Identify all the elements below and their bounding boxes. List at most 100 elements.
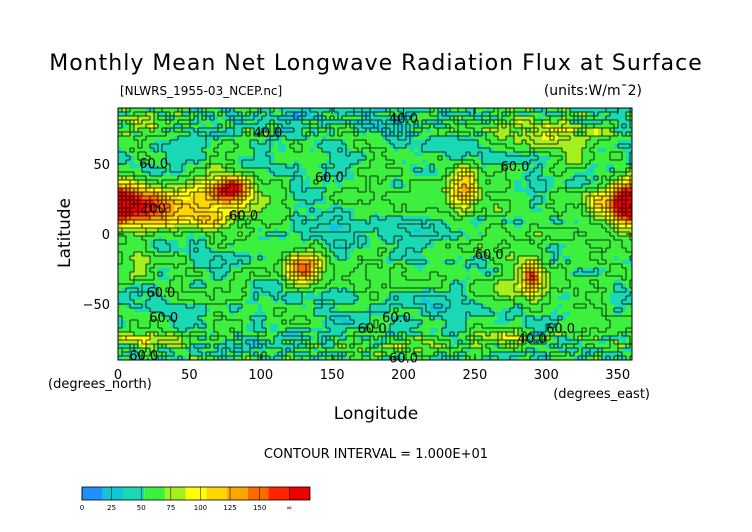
heatmap-cell xyxy=(470,220,474,224)
heatmap-cell xyxy=(374,256,378,260)
heatmap-cell xyxy=(542,212,546,216)
heatmap-cell xyxy=(518,116,522,120)
heatmap-cell xyxy=(258,192,262,196)
heatmap-cell xyxy=(174,204,178,208)
heatmap-cell xyxy=(498,108,502,112)
heatmap-cell xyxy=(162,188,166,192)
heatmap-cell xyxy=(322,188,326,192)
heatmap-cell xyxy=(590,180,594,184)
heatmap-cell xyxy=(610,124,614,128)
heatmap-cell xyxy=(522,156,526,160)
heatmap-cell xyxy=(270,148,274,152)
heatmap-cell xyxy=(178,168,182,172)
heatmap-cell xyxy=(166,188,170,192)
heatmap-cell xyxy=(306,204,310,208)
heatmap-cell xyxy=(542,132,546,136)
heatmap-cell xyxy=(462,188,466,192)
heatmap-cell xyxy=(538,200,542,204)
heatmap-cell xyxy=(410,140,414,144)
heatmap-cell xyxy=(538,112,542,116)
heatmap-cell xyxy=(178,200,182,204)
heatmap-cell xyxy=(298,108,302,112)
heatmap-cell xyxy=(190,212,194,216)
heatmap-cell xyxy=(246,132,250,136)
heatmap-cell xyxy=(314,232,318,236)
heatmap-cell xyxy=(238,128,242,132)
heatmap-cell xyxy=(546,152,550,156)
heatmap-cell xyxy=(266,184,270,188)
heatmap-cell xyxy=(242,188,246,192)
heatmap-cell xyxy=(514,252,518,256)
heatmap-cell xyxy=(166,208,170,212)
heatmap-cell xyxy=(262,248,266,252)
heatmap-cell xyxy=(522,196,526,200)
heatmap-cell xyxy=(194,216,198,220)
heatmap-cell xyxy=(310,124,314,128)
heatmap-cell xyxy=(398,156,402,160)
heatmap-cell xyxy=(486,212,490,216)
heatmap-cell xyxy=(406,232,410,236)
heatmap-cell xyxy=(414,204,418,208)
heatmap-cell xyxy=(510,140,514,144)
heatmap-cell xyxy=(446,124,450,128)
heatmap-cell xyxy=(138,216,142,220)
heatmap-cell xyxy=(578,184,582,188)
heatmap-cell xyxy=(466,136,470,140)
heatmap-cell xyxy=(546,216,550,220)
heatmap-cell xyxy=(626,112,630,116)
heatmap-cell xyxy=(326,176,330,180)
heatmap-cell xyxy=(226,260,230,264)
heatmap-cell xyxy=(514,228,518,232)
heatmap-cell xyxy=(570,168,574,172)
heatmap-cell xyxy=(354,132,358,136)
heatmap-cell xyxy=(246,260,250,264)
heatmap-cell xyxy=(174,168,178,172)
heatmap-cell xyxy=(618,256,622,260)
heatmap-cell xyxy=(558,236,562,240)
heatmap-cell xyxy=(522,160,526,164)
heatmap-cell xyxy=(610,236,614,240)
heatmap-cell xyxy=(498,120,502,124)
heatmap-cell xyxy=(262,208,266,212)
heatmap-cell xyxy=(226,176,230,180)
heatmap-cell xyxy=(498,240,502,244)
heatmap-cell xyxy=(514,220,518,224)
heatmap-cell xyxy=(554,112,558,116)
heatmap-cell xyxy=(282,208,286,212)
heatmap-cell xyxy=(174,224,178,228)
heatmap-cell xyxy=(310,144,314,148)
heatmap-cell xyxy=(614,108,618,112)
heatmap-cell xyxy=(122,168,126,172)
heatmap-cell xyxy=(550,116,554,120)
heatmap-cell xyxy=(118,240,122,244)
heatmap-cell xyxy=(482,108,486,112)
heatmap-cell xyxy=(330,144,334,148)
heatmap-cell xyxy=(506,256,510,260)
heatmap-cell xyxy=(566,172,570,176)
heatmap-cell xyxy=(138,240,142,244)
heatmap-cell xyxy=(470,124,474,128)
heatmap-cell xyxy=(594,172,598,176)
heatmap-cell xyxy=(314,244,318,248)
heatmap-cell xyxy=(130,220,134,224)
heatmap-cell xyxy=(354,240,358,244)
heatmap-cell xyxy=(230,116,234,120)
heatmap-cell xyxy=(182,236,186,240)
heatmap-cell xyxy=(446,200,450,204)
heatmap-cell xyxy=(530,216,534,220)
heatmap-cell xyxy=(546,120,550,124)
heatmap-cell xyxy=(242,200,246,204)
heatmap-cell xyxy=(582,148,586,152)
heatmap-cell xyxy=(386,220,390,224)
heatmap-cell xyxy=(546,248,550,252)
heatmap-cell xyxy=(118,252,122,256)
heatmap-cell xyxy=(314,156,318,160)
heatmap-cell xyxy=(414,216,418,220)
heatmap-cell xyxy=(474,208,478,212)
heatmap-cell xyxy=(574,244,578,248)
heatmap-cell xyxy=(630,188,632,192)
heatmap-cell xyxy=(598,244,602,248)
heatmap-cell xyxy=(566,124,570,128)
heatmap-cell xyxy=(574,236,578,240)
heatmap-cell xyxy=(622,164,626,168)
